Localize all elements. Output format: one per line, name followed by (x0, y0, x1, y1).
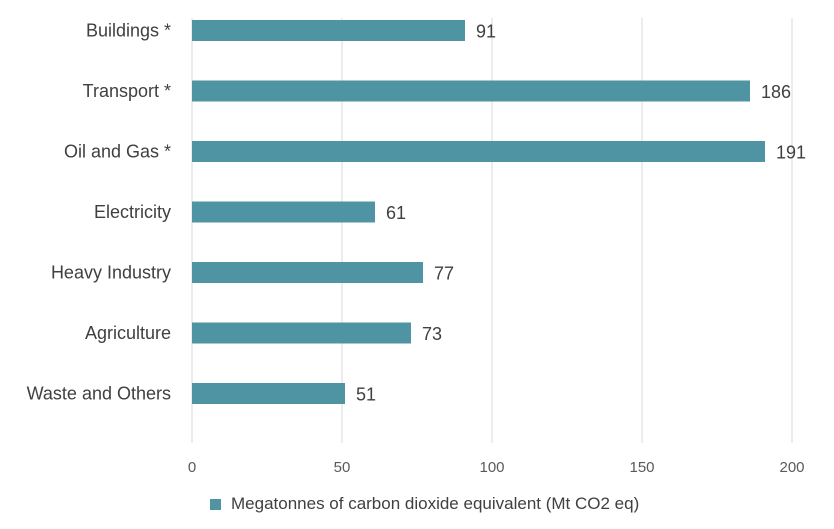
bars (192, 20, 765, 404)
bar (192, 383, 345, 404)
x-tick-label: 100 (479, 459, 504, 476)
bar (192, 141, 765, 162)
data-label: 51 (356, 385, 376, 405)
legend: Megatonnes of carbon dioxide equivalent … (210, 494, 639, 514)
legend-label: Megatonnes of carbon dioxide equivalent … (231, 494, 640, 513)
category-label: Transport * (83, 81, 171, 101)
data-labels: 91 186 191 61 77 73 51 (356, 22, 806, 405)
bar (192, 262, 423, 283)
bar (192, 201, 375, 223)
category-label: Oil and Gas * (64, 142, 171, 162)
category-label: Electricity (94, 202, 171, 222)
category-labels: Buildings * Transport * Oil and Gas * Elect… (27, 21, 171, 404)
category-label: Heavy Industry (51, 263, 171, 283)
category-label: Waste and Others (27, 384, 171, 404)
data-label: 61 (386, 203, 406, 223)
category-label: Agriculture (85, 323, 171, 343)
data-label: 77 (434, 264, 454, 284)
bar (192, 20, 465, 41)
data-label: 186 (761, 82, 791, 102)
x-tick-label: 0 (188, 459, 196, 476)
x-tick-label: 150 (629, 459, 654, 476)
x-axis-tick-labels: 0 50 100 150 200 (188, 459, 805, 476)
legend-swatch (210, 498, 221, 510)
data-label: 73 (422, 324, 442, 344)
category-label: Buildings * (86, 21, 171, 41)
data-label: 191 (776, 143, 806, 163)
bar (192, 322, 411, 344)
x-tick-label: 50 (334, 459, 351, 476)
bar (192, 80, 750, 102)
x-tick-label: 200 (779, 459, 804, 476)
data-label: 91 (476, 22, 496, 42)
